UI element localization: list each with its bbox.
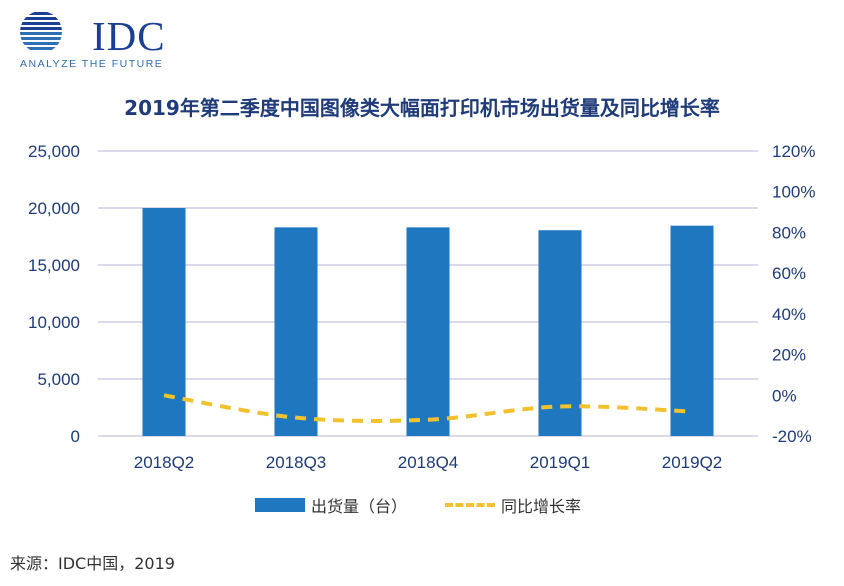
x-tick-label: 2019Q2 — [662, 453, 723, 472]
y-right-tick-label: 0% — [772, 386, 797, 405]
y-left-tick-label: 5,000 — [37, 370, 80, 389]
legend-swatch-bar — [255, 498, 305, 512]
logo-tagline: ANALYZE THE FUTURE — [20, 58, 164, 70]
x-tick-label: 2018Q3 — [266, 453, 327, 472]
x-tick-label: 2018Q2 — [134, 453, 195, 472]
legend-label-growth: 同比增长率 — [501, 497, 582, 516]
y-right-tick-label: 20% — [772, 346, 806, 365]
y-right-tick-label: -20% — [772, 427, 812, 446]
legend-label-shipments: 出货量（台） — [311, 497, 408, 516]
y-right-tick-label: 80% — [772, 223, 806, 242]
y-left-tick-label: 0 — [71, 427, 80, 446]
y-left-tick-label: 25,000 — [28, 142, 80, 161]
y-left-tick-label: 15,000 — [28, 256, 80, 275]
legend: 出货量（台） 同比增长率 — [255, 493, 581, 517]
y-right-tick-label: 120% — [772, 142, 815, 161]
growth-line — [163, 393, 693, 423]
logo-text: IDC — [92, 13, 166, 59]
chart-title: 2019年第二季度中国图像类大幅面打印机市场出货量及同比增长率 — [124, 96, 720, 120]
bar — [274, 227, 318, 436]
y-right-tick-label: 60% — [772, 264, 806, 283]
x-tick-label: 2019Q1 — [530, 453, 591, 472]
bar — [538, 230, 582, 436]
y-right-tick-label: 40% — [772, 305, 806, 324]
legend-swatch-line — [445, 503, 496, 507]
y-left-tick-label: 20,000 — [28, 199, 80, 218]
y-right-tick-label: 100% — [772, 183, 815, 202]
y-left-tick-label: 10,000 — [28, 313, 80, 332]
idc-logo: IDC ANALYZE THE FUTURE — [10, 6, 180, 70]
bar — [142, 208, 186, 436]
combo-chart: 0 5,000 10,000 15,000 20,000 25,000 -20% 0% 20% 4… — [28, 142, 815, 472]
globe-icon — [20, 11, 62, 53]
x-tick-label: 2018Q4 — [398, 453, 459, 472]
bar — [406, 227, 450, 436]
source-note: 来源：IDC中国，2019 — [10, 554, 175, 573]
bar — [670, 225, 714, 436]
